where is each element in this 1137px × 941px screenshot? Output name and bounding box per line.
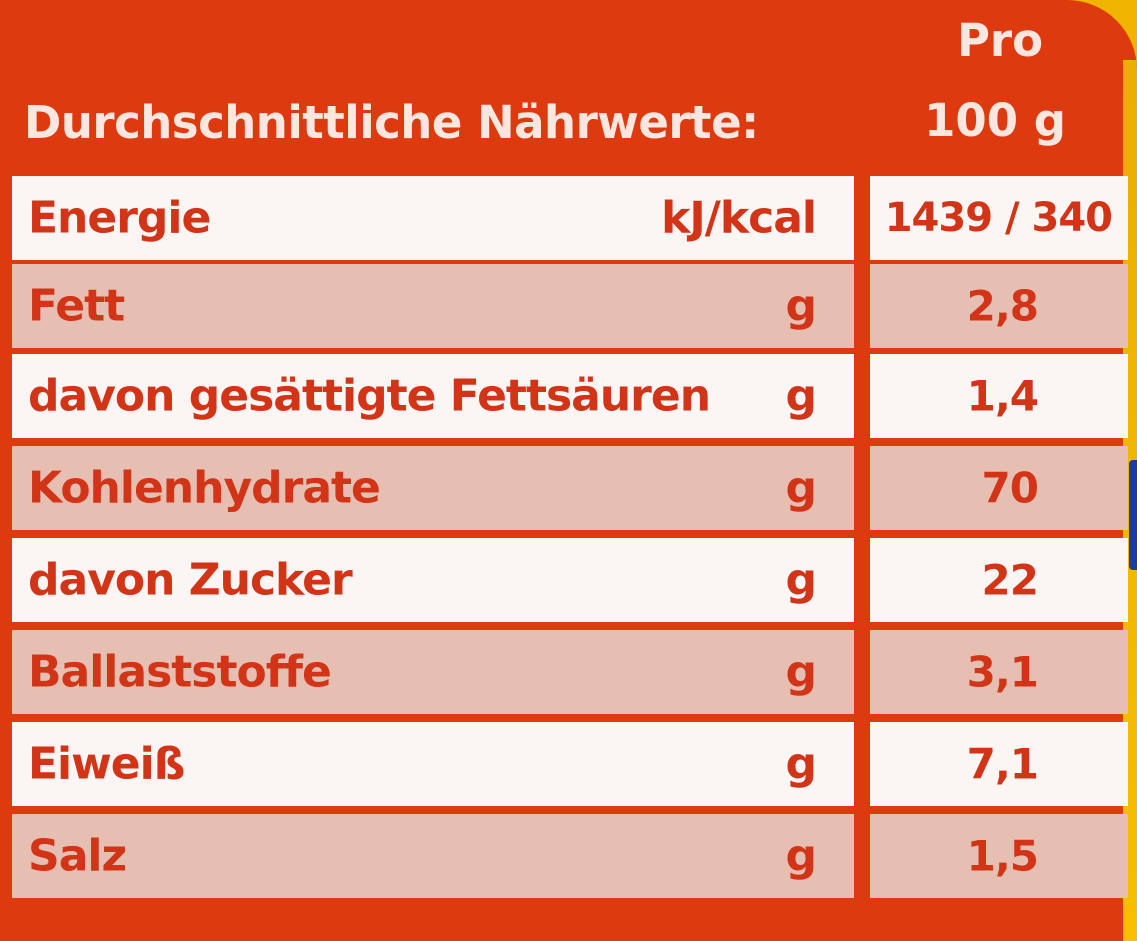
nutrition-header-label: Durchschnittliche Nährwerte:: [24, 96, 759, 149]
row-unit: g: [785, 370, 817, 422]
row-unit: g: [785, 738, 817, 790]
column-header-pro: Pro: [956, 14, 1044, 67]
row-value-cell: 1,4: [870, 354, 1128, 438]
row-value: 2,8: [966, 281, 1039, 331]
row-name-cell: Fett g: [12, 264, 854, 348]
row-name: davon gesättigte Fettsäuren: [28, 370, 711, 422]
row-unit: g: [785, 554, 817, 606]
row-name-cell: Ballaststoffe g: [12, 630, 854, 714]
row-name: Eiweiß: [28, 738, 185, 790]
row-value: 1,4: [966, 371, 1039, 421]
row-value-cell: 22: [870, 538, 1128, 622]
row-name-cell: Energie kJ/kcal: [12, 176, 854, 260]
row-unit: g: [785, 646, 817, 698]
row-value-cell: 1439 / 340: [870, 176, 1128, 260]
package-edge-blue: [1129, 460, 1137, 570]
row-value-cell: 7,1: [870, 722, 1128, 806]
row-value: 1439 / 340: [884, 195, 1113, 241]
row-name-cell: Kohlenhydrate g: [12, 446, 854, 530]
row-value: 3,1: [966, 647, 1039, 697]
row-name: davon Zucker: [28, 554, 353, 606]
row-unit: g: [785, 830, 817, 882]
row-value-cell: 1,5: [870, 814, 1128, 898]
row-value-cell: 2,8: [870, 264, 1128, 348]
row-value: 70: [981, 463, 1039, 513]
row-name: Ballaststoffe: [28, 646, 332, 698]
row-value-cell: 3,1: [870, 630, 1128, 714]
row-value-cell: 70: [870, 446, 1128, 530]
row-unit: g: [785, 280, 817, 332]
row-name: Energie: [28, 192, 211, 244]
row-name-cell: Salz g: [12, 814, 854, 898]
nutrition-table: Energie kJ/kcal 1439 / 340 Fett g 2,8 da…: [12, 174, 1132, 904]
row-name: Salz: [28, 830, 127, 882]
row-unit: g: [785, 462, 817, 514]
row-unit: kJ/kcal: [661, 192, 817, 244]
row-value: 7,1: [966, 739, 1039, 789]
row-name-cell: davon gesättigte Fettsäuren g: [12, 354, 854, 438]
row-name: Kohlenhydrate: [28, 462, 381, 514]
row-name-cell: davon Zucker g: [12, 538, 854, 622]
row-value: 22: [981, 555, 1039, 605]
row-name-cell: Eiweiß g: [12, 722, 854, 806]
column-header-100g: 100 g: [924, 94, 1066, 147]
row-name: Fett: [28, 280, 125, 332]
row-value: 1,5: [966, 831, 1039, 881]
